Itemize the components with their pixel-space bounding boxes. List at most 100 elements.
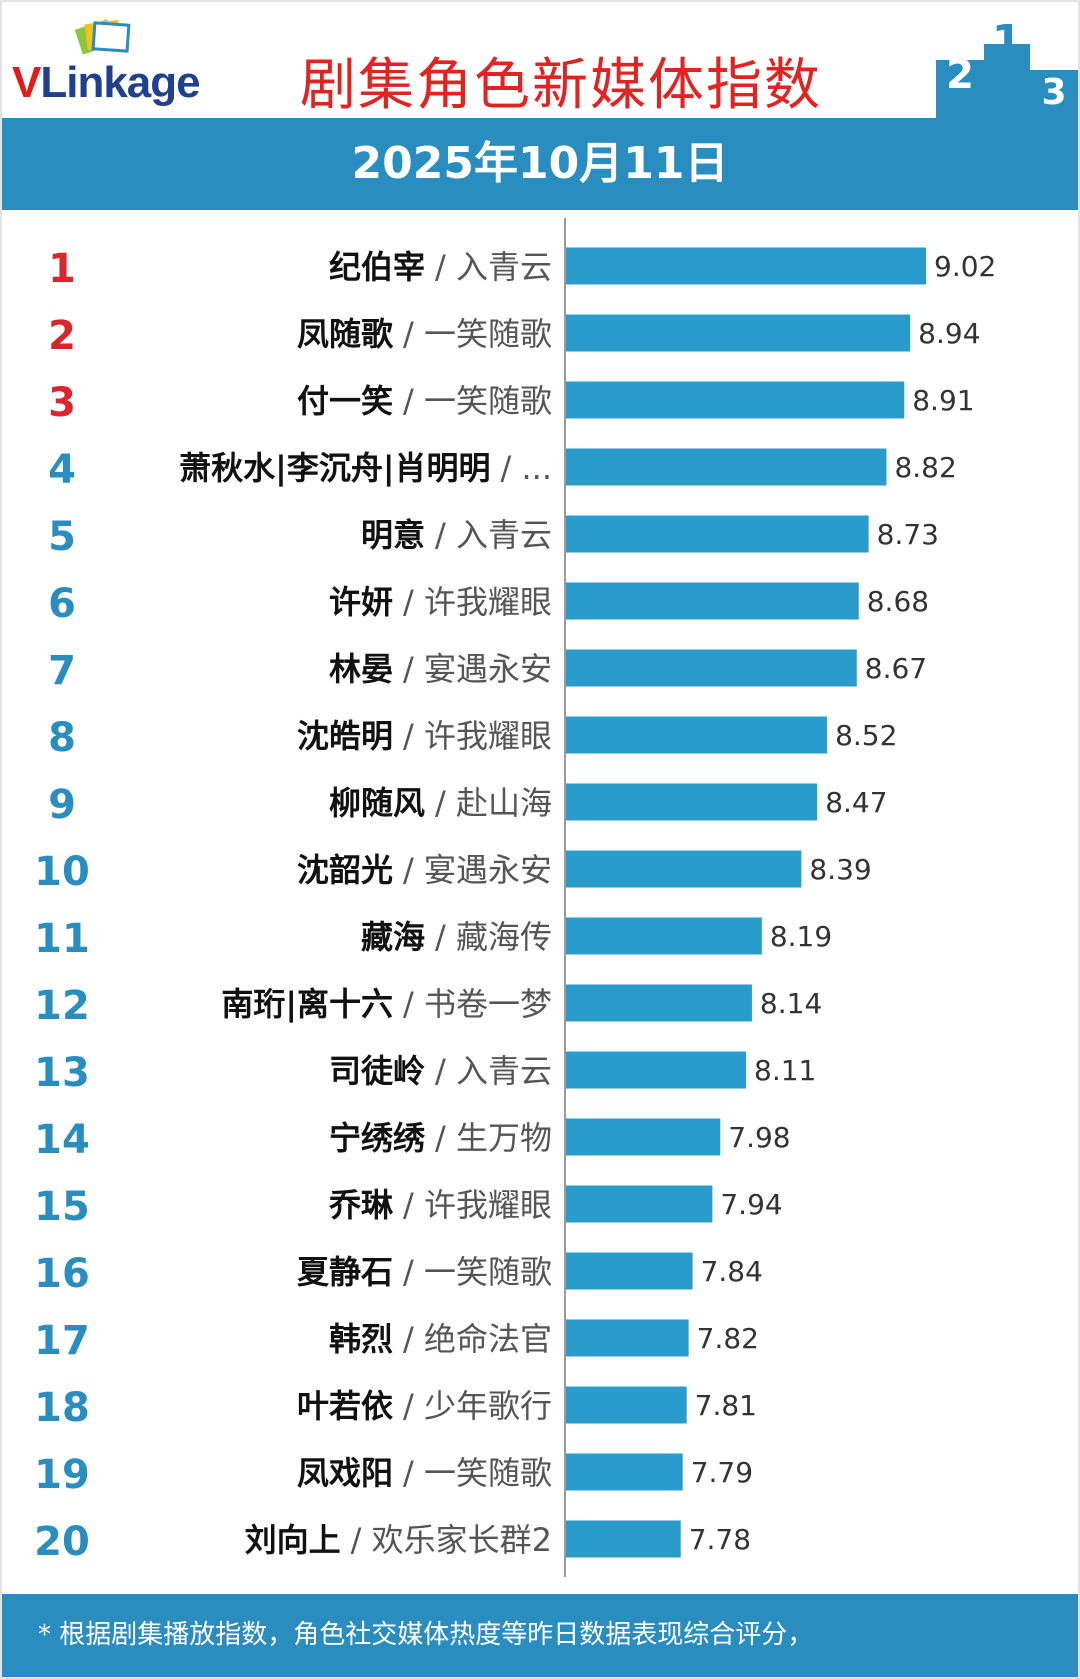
rank-number: 11: [34, 916, 90, 962]
rank-number: 3: [48, 380, 76, 426]
row-label: 司徒岭 / 入青云: [329, 1052, 552, 1090]
logo-linkage: Linkage: [40, 58, 200, 107]
drama-name: / 入青云: [435, 516, 552, 554]
rank-number: 10: [34, 849, 90, 895]
bar: [566, 984, 752, 1022]
value-label: 8.68: [867, 585, 929, 618]
podium-number-2: 2: [946, 52, 974, 98]
value-label: 8.39: [809, 853, 871, 886]
role-name: 宁绣绣: [329, 1119, 426, 1157]
bar: [566, 582, 859, 620]
rank-number: 9: [48, 782, 76, 828]
footer-note: * 根据剧集播放指数，角色社交媒体热度等昨日数据表现综合评分，: [2, 1594, 1078, 1677]
ranking-row: 6 许妍 / 许我耀眼 8.68: [48, 581, 929, 627]
value-label: 8.82: [894, 451, 956, 484]
rank-number: 5: [48, 514, 76, 560]
page-title: 剧集角色新媒体指数: [300, 53, 822, 118]
drama-name: / 一笑随歌: [403, 1454, 552, 1492]
row-label: 宁绣绣 / 生万物: [329, 1119, 552, 1157]
role-name: 许妍: [329, 583, 393, 621]
rank-number: 17: [34, 1318, 90, 1364]
logo-cards-icon: [74, 19, 131, 55]
row-label: 藏海 / 藏海传: [361, 918, 552, 956]
value-label: 8.73: [877, 518, 939, 551]
ranking-row: 18 叶若依 / 少年歌行 7.81: [34, 1385, 757, 1431]
rank-number: 1: [48, 246, 76, 292]
bar: [566, 917, 762, 955]
role-name: 南珩|离十六: [221, 985, 393, 1024]
value-label: 7.79: [691, 1456, 753, 1489]
drama-name: / 宴遇永安: [403, 851, 552, 889]
row-label: 凤随歌 / 一笑随歌: [297, 315, 552, 353]
rank-number: 6: [48, 581, 76, 627]
logo-text: VLinkage: [12, 58, 201, 108]
rank-number: 12: [34, 983, 90, 1029]
ranking-row: 19 凤戏阳 / 一笑随歌 7.79: [34, 1452, 753, 1498]
row-label: 柳随风 / 赴山海: [329, 784, 552, 822]
value-label: 7.82: [697, 1322, 759, 1355]
role-name: 刘向上: [245, 1521, 341, 1559]
value-label: 8.11: [754, 1054, 816, 1087]
drama-name: / 一笑随歌: [403, 315, 552, 353]
row-label: 许妍 / 许我耀眼: [329, 583, 552, 621]
logo-v: V: [12, 58, 41, 107]
rank-number: 18: [34, 1385, 90, 1431]
role-name: 乔琳: [329, 1186, 394, 1224]
value-label: 8.94: [918, 317, 980, 350]
bar: [566, 783, 818, 821]
drama-name: / 一笑随歌: [403, 382, 552, 420]
ranking-chart: 1 纪伯宰 / 入青云 9.02 2 凤随歌 / 一笑随歌 8.94 3 付一笑 / 一笑随歌 8.9…: [0, 210, 1080, 1590]
value-label: 7.81: [695, 1389, 757, 1422]
ranking-row: 16 夏静石 / 一笑随歌 7.84: [34, 1251, 763, 1297]
drama-name: / 书卷一梦: [403, 985, 552, 1023]
drama-name: / 赴山海: [435, 784, 552, 822]
bar: [566, 1520, 681, 1558]
rank-number: 7: [48, 648, 76, 694]
bar: [566, 1319, 689, 1357]
podium-number-3: 3: [1041, 72, 1066, 113]
drama-name: / 宴遇永安: [403, 650, 552, 688]
role-name: 夏静石: [297, 1253, 393, 1291]
ranking-row: 11 藏海 / 藏海传 8.19: [34, 916, 832, 962]
ranking-row: 15 乔琳 / 许我耀眼 7.94: [34, 1184, 783, 1230]
value-label: 8.19: [770, 920, 832, 953]
ranking-row: 2 凤随歌 / 一笑随歌 8.94: [48, 313, 980, 359]
row-label: 萧秋水|李沉舟|肖明明 / ...: [179, 449, 552, 488]
rank-number: 2: [48, 313, 76, 359]
role-name: 叶若依: [297, 1387, 393, 1425]
row-label: 凤戏阳 / 一笑随歌: [297, 1454, 552, 1492]
value-label: 8.67: [865, 652, 927, 685]
bar: [566, 716, 828, 754]
bar: [566, 1453, 683, 1491]
ranking-row: 8 沈皓明 / 许我耀眼 8.52: [48, 715, 897, 761]
role-name: 萧秋水|李沉舟|肖明明: [179, 449, 490, 488]
rank-number: 14: [34, 1117, 90, 1163]
rank-number: 16: [34, 1251, 90, 1297]
drama-name: / 藏海传: [435, 918, 552, 956]
date-band: 2025年10月11日: [2, 118, 1078, 210]
ranking-row: 10 沈韶光 / 宴遇永安 8.39: [34, 849, 872, 895]
row-label: 林晏 / 宴遇永安: [329, 650, 552, 688]
bar: [566, 448, 887, 486]
value-label: 7.84: [701, 1255, 763, 1288]
role-name: 沈皓明: [297, 717, 393, 755]
row-label: 纪伯宰 / 入青云: [329, 248, 552, 286]
drama-name: / ...: [501, 449, 552, 487]
bar: [566, 1051, 746, 1089]
ranking-row: 20 刘向上 / 欢乐家长群2 7.78: [34, 1519, 751, 1565]
row-label: 乔琳 / 许我耀眼: [329, 1186, 552, 1224]
value-label: 7.94: [720, 1188, 782, 1221]
header: VLinkage 剧集角色新媒体指数 2 1 3: [0, 0, 1080, 118]
role-name: 明意: [361, 516, 425, 554]
row-label: 叶若依 / 少年歌行: [297, 1387, 552, 1425]
drama-name: / 欢乐家长群2: [351, 1521, 552, 1559]
row-label: 韩烈 / 绝命法官: [329, 1320, 552, 1358]
bar: [566, 1118, 721, 1156]
value-label: 8.47: [825, 786, 887, 819]
value-label: 7.78: [689, 1523, 751, 1556]
bar: [566, 1386, 687, 1424]
role-name: 司徒岭: [329, 1052, 425, 1090]
ranking-row: 12 南珩|离十六 / 书卷一梦 8.14: [34, 983, 822, 1029]
row-label: 夏静石 / 一笑随歌: [297, 1253, 552, 1291]
role-name: 柳随风: [329, 784, 425, 822]
